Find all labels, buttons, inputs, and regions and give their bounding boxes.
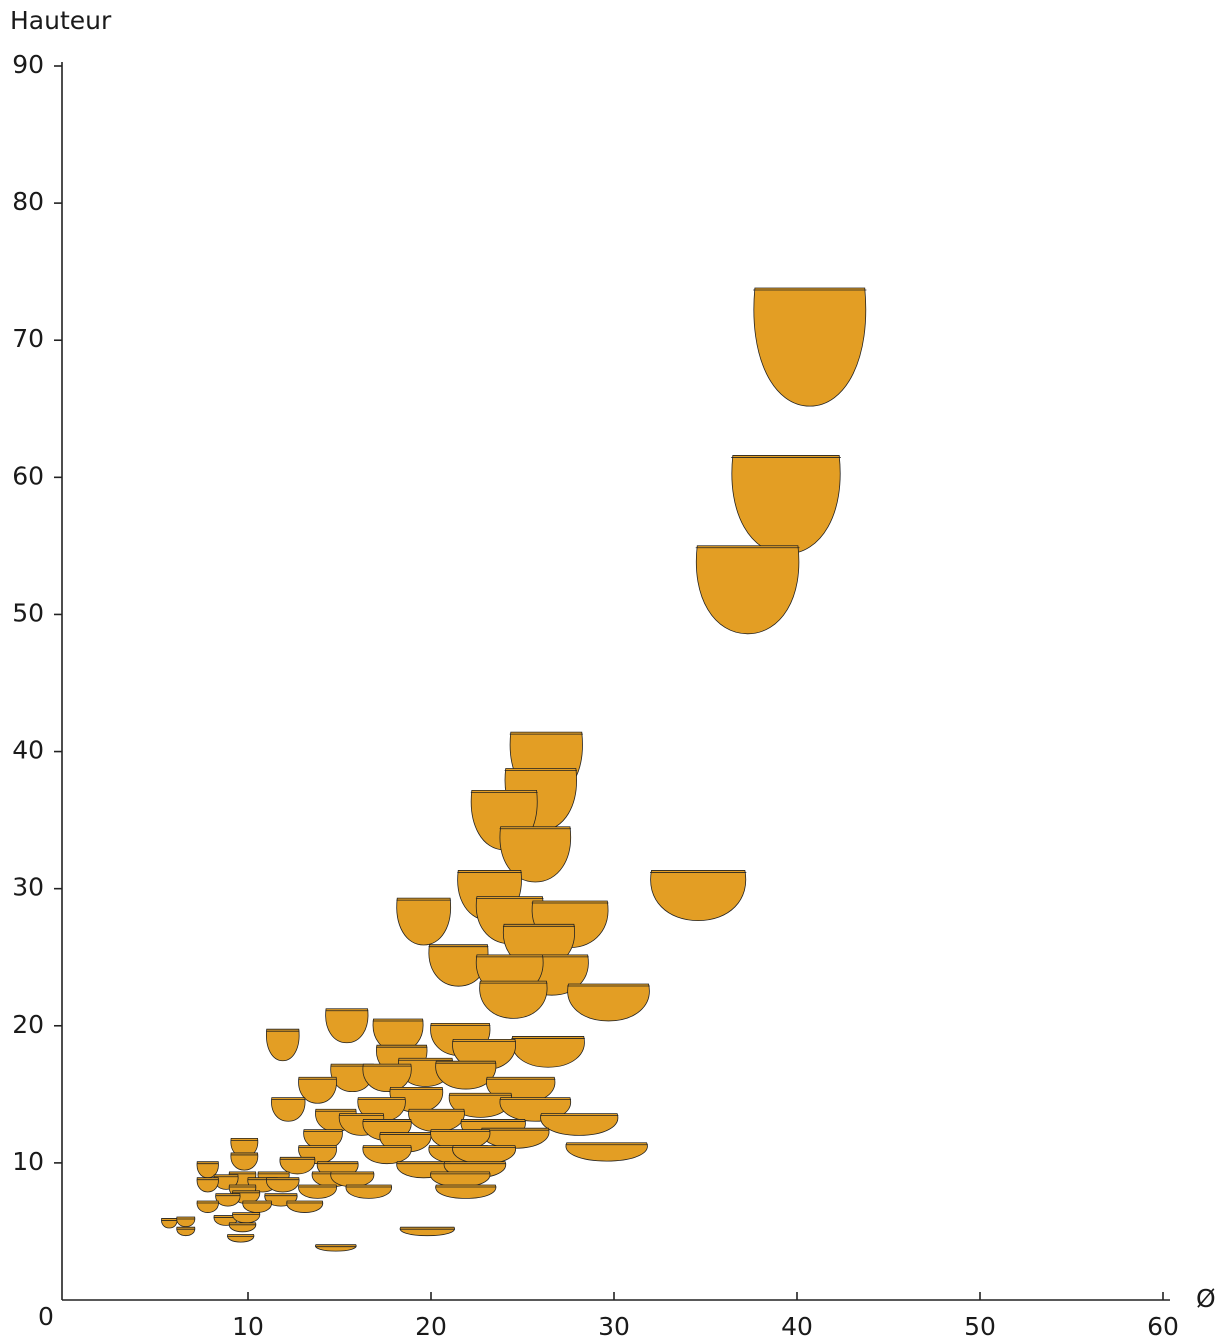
origin-label: 0 xyxy=(38,1302,54,1331)
pot xyxy=(279,1156,316,1175)
pot xyxy=(196,1177,219,1193)
pot xyxy=(753,287,867,407)
pot xyxy=(325,1008,369,1044)
x-tick-label: 30 xyxy=(598,1312,630,1341)
y-tick-label: 20 xyxy=(12,1010,44,1039)
x-tick-label: 50 xyxy=(964,1312,996,1341)
y-tick-label: 50 xyxy=(12,598,44,627)
y-tick-label: 90 xyxy=(12,50,44,79)
y-tick-label: 30 xyxy=(12,873,44,902)
x-tick-label: 20 xyxy=(415,1312,447,1341)
pot xyxy=(396,897,452,946)
pot xyxy=(196,1200,219,1213)
x-axis-label: Ø xyxy=(1196,1284,1216,1313)
pot xyxy=(286,1200,324,1213)
pot xyxy=(695,545,800,635)
y-tick-label: 80 xyxy=(12,187,44,216)
y-tick-label: 40 xyxy=(12,736,44,765)
pot xyxy=(176,1226,196,1237)
pot xyxy=(399,1226,455,1237)
y-tick-label: 10 xyxy=(12,1147,44,1176)
pot xyxy=(362,1063,412,1093)
pot xyxy=(161,1218,178,1229)
pot xyxy=(511,1036,585,1068)
pot xyxy=(362,1145,412,1165)
y-tick-label: 60 xyxy=(12,461,44,490)
pot xyxy=(230,1152,259,1171)
pot xyxy=(567,983,650,1022)
pot xyxy=(479,980,548,1019)
x-tick-label: 10 xyxy=(232,1312,264,1341)
pot xyxy=(227,1234,255,1243)
x-tick-label: 40 xyxy=(781,1312,813,1341)
pot xyxy=(266,1177,300,1193)
pot xyxy=(228,1222,257,1233)
pot xyxy=(565,1142,648,1162)
pot xyxy=(499,826,572,883)
pot xyxy=(408,1108,465,1132)
x-tick-label: 60 xyxy=(1147,1312,1179,1341)
pot xyxy=(435,1060,497,1090)
pot xyxy=(298,1076,337,1104)
pot xyxy=(315,1244,357,1252)
pot xyxy=(435,1184,497,1199)
pot xyxy=(266,1028,300,1062)
pot xyxy=(215,1193,241,1207)
y-axis-label: Hauteur xyxy=(10,6,112,35)
pot xyxy=(731,455,841,555)
pot xyxy=(650,870,747,921)
y-tick-label: 70 xyxy=(12,324,44,353)
pot xyxy=(345,1184,392,1199)
pot xyxy=(298,1184,337,1199)
pot xyxy=(271,1097,306,1122)
pot xyxy=(176,1216,196,1228)
pot xyxy=(540,1113,619,1136)
pot xyxy=(480,1127,550,1149)
